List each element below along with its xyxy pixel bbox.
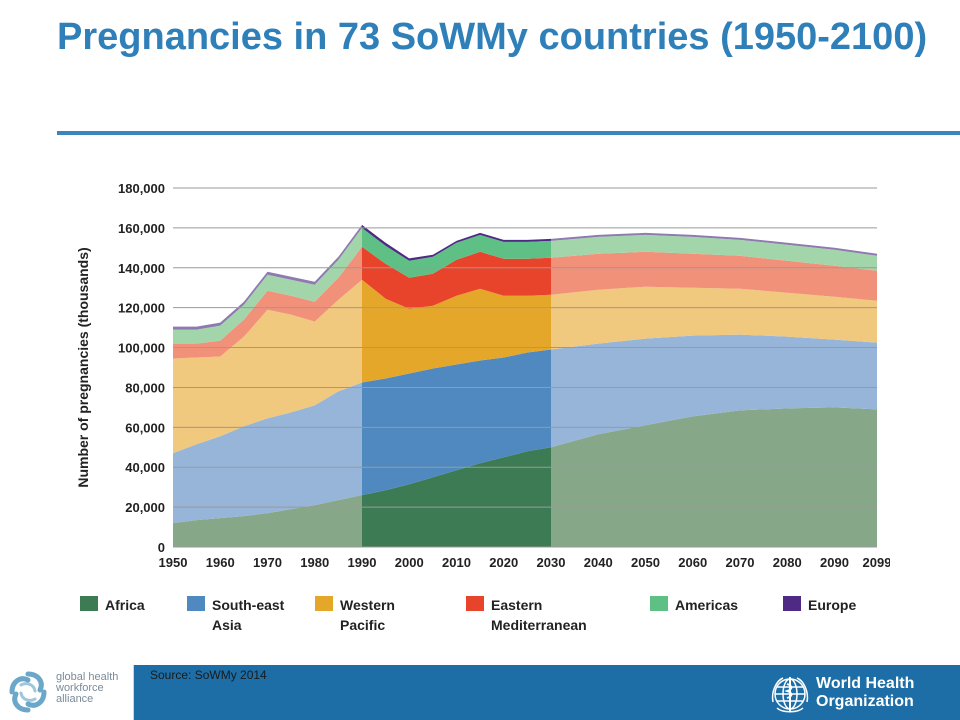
who-emblem-icon	[771, 677, 809, 713]
x-tick-label: 1980	[300, 555, 329, 570]
y-tick-label: 40,000	[125, 460, 165, 475]
chart-legend: Africa South-east Asia Western Pacific Easter…	[80, 596, 856, 633]
chart-areas	[173, 188, 877, 547]
y-tick-label: 160,000	[118, 221, 165, 236]
stacked-area-chart: 0 20,000 40,000 60,000 80,000 100,000 120,000 1…	[75, 181, 890, 633]
legend-label: Pacific	[340, 617, 385, 633]
y-tick-label: 180,000	[118, 181, 165, 196]
legend-label: Eastern	[491, 597, 542, 613]
legend-item-europe: Europe	[783, 596, 856, 613]
legend-item-eastern-mediterranean: Eastern Mediterranean	[466, 596, 587, 633]
legend-swatch	[315, 596, 333, 611]
x-tick-label: 1970	[253, 555, 282, 570]
legend-item-south-east-asia: South-east Asia	[187, 596, 285, 633]
legend-label: Mediterranean	[491, 617, 587, 633]
x-tick-label: 2070	[726, 555, 755, 570]
x-tick-label: 2030	[537, 555, 566, 570]
who-logo-line2: Organization	[816, 693, 914, 710]
y-tick-label: 0	[158, 540, 165, 555]
area-eastern-mediterranean-highlight	[361, 246, 551, 309]
x-tick-label: 2060	[678, 555, 707, 570]
y-axis-title: Number of pregnancies (thousands)	[75, 247, 91, 487]
y-tick-label: 140,000	[118, 261, 165, 276]
legend-item-americas: Americas	[650, 596, 738, 613]
legend-label: Europe	[808, 597, 856, 613]
gha-logo-icon	[9, 671, 47, 713]
legend-swatch	[187, 596, 205, 611]
x-tick-label: 2080	[773, 555, 802, 570]
y-tick-label: 60,000	[125, 420, 165, 435]
area-eastern-mediterranean	[173, 246, 877, 359]
legend-item-africa: Africa	[80, 596, 145, 613]
legend-label: Western	[340, 597, 395, 613]
area-south-east-asia-highlight	[361, 349, 551, 496]
x-axis: 1950 1960 1970 1980 1990 2000 2010 2020 2030 2040…	[159, 555, 890, 570]
area-americas-highlight	[361, 227, 551, 278]
legend-swatch	[783, 596, 801, 611]
legend-swatch	[650, 596, 668, 611]
area-western-pacific-highlight	[361, 279, 551, 383]
legend-label: Americas	[675, 597, 738, 613]
area-western-pacific	[173, 279, 877, 454]
x-tick-label: 2050	[631, 555, 660, 570]
legend-swatch	[80, 596, 98, 611]
x-tick-label: 1990	[348, 555, 377, 570]
y-tick-label: 120,000	[118, 301, 165, 316]
y-tick-label: 80,000	[125, 380, 165, 395]
area-americas	[173, 227, 877, 344]
x-tick-label: 1950	[159, 555, 188, 570]
who-logo-text: World Health Organization	[816, 675, 914, 711]
legend-label: South-east	[212, 597, 285, 613]
y-tick-label: 100,000	[118, 341, 165, 356]
x-tick-label: 2040	[584, 555, 613, 570]
y-axis: 0 20,000 40,000 60,000 80,000 100,000 120,000 1…	[75, 181, 165, 555]
x-tick-label: 1960	[206, 555, 235, 570]
x-tick-label: 2020	[489, 555, 518, 570]
gha-logo-text: global health workforce alliance	[56, 671, 119, 705]
x-tick-label: 2000	[395, 555, 424, 570]
title-divider	[57, 131, 960, 135]
y-tick-label: 20,000	[125, 500, 165, 515]
gha-logo-box: global health workforce alliance	[0, 665, 134, 720]
legend-label: Asia	[212, 617, 242, 633]
legend-label: Africa	[105, 597, 145, 613]
x-tick-label: 2010	[442, 555, 471, 570]
x-tick-label: 2090	[820, 555, 849, 570]
who-logo-line1: World Health	[816, 675, 915, 692]
legend-item-western-pacific: Western Pacific	[315, 596, 395, 633]
legend-swatch	[466, 596, 484, 611]
x-tick-label: 2099	[863, 555, 890, 570]
chart-gridlines	[173, 187, 877, 548]
area-africa-highlight	[361, 447, 551, 547]
source-note: Source: SoWMy 2014	[150, 668, 267, 682]
page-title: Pregnancies in 73 SoWMy countries (1950-…	[57, 16, 928, 58]
